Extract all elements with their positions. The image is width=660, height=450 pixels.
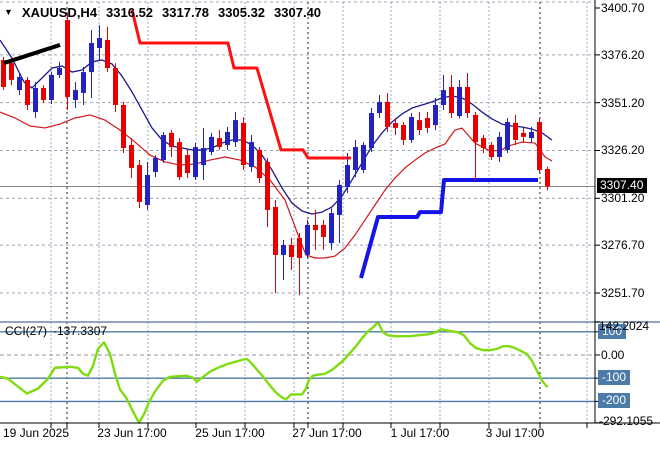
candle [97,38,102,48]
candle [249,142,254,167]
candle [361,144,366,171]
candle [345,165,350,188]
candle [481,138,486,149]
lower-channel-line [359,177,538,279]
candle [81,72,86,93]
candle [217,138,222,148]
candle [353,147,358,171]
upper-channel-line [130,9,351,160]
candle [9,63,14,80]
candle [377,101,382,114]
candle [321,224,326,237]
candle [17,77,22,91]
candle [185,155,190,174]
ma-red-line [0,111,553,259]
indicator-name-label: CCI(27) [5,324,48,338]
candle [233,120,238,143]
candle [401,125,406,140]
candle [441,90,446,105]
candle [209,136,214,153]
ohlc-close-value: 3307.40 [274,5,322,20]
candle [289,244,294,258]
candle [145,174,150,206]
candle [513,122,518,140]
candle [449,86,454,114]
candle [257,149,262,179]
candle [241,122,246,166]
candle [393,122,398,128]
candle [49,74,54,100]
candle [65,20,70,97]
candle [417,120,422,131]
candle [33,87,38,113]
ohlc-low-value: 3305.32 [218,5,266,20]
symbol-period-label: XAUUSD,H4 [21,5,98,20]
candle [281,244,286,255]
candle [25,79,30,105]
chart-header: ▼ XAUUSD,H4 3316.52 3317.78 3305.32 3307… [4,5,321,20]
candle [409,117,414,140]
candle [73,90,78,100]
candle [537,121,542,171]
candle [505,121,510,150]
candle [329,213,334,244]
candle [121,104,126,149]
candle [433,104,438,126]
candle [529,131,534,139]
candle [57,68,62,75]
candle [337,184,342,215]
indicator-title-row: CCI(27) -137.3307 [5,324,107,338]
indicator-value-label: -137.3307 [53,324,108,338]
candle [273,206,278,255]
candle [1,60,6,87]
candle [201,148,206,166]
candle [545,169,550,187]
candle [265,161,270,210]
candle [473,114,478,143]
candle [105,39,110,69]
candle [129,144,134,168]
candle [89,42,94,73]
candle [465,86,470,114]
cci-line [0,320,549,424]
candle [313,224,318,231]
candle [521,132,526,137]
candles [1,12,550,296]
candle [161,135,166,161]
candle [305,224,310,255]
candle [489,144,494,158]
trendline [3,43,61,65]
candle [457,86,462,117]
candle [137,165,142,202]
candle [385,101,390,127]
candle [225,131,230,145]
candle [169,132,174,148]
candle [193,147,198,178]
collapse-chevron-icon[interactable]: ▼ [4,6,13,17]
candle [41,87,46,100]
candle [425,117,430,128]
ohlc-high-value: 3317.78 [162,5,210,20]
candle [153,157,158,172]
candle [297,237,302,258]
candle [177,142,182,178]
candle [113,68,118,105]
candle [497,136,502,158]
ohlc-open-value: 3316.52 [106,5,154,20]
candle [369,113,374,149]
